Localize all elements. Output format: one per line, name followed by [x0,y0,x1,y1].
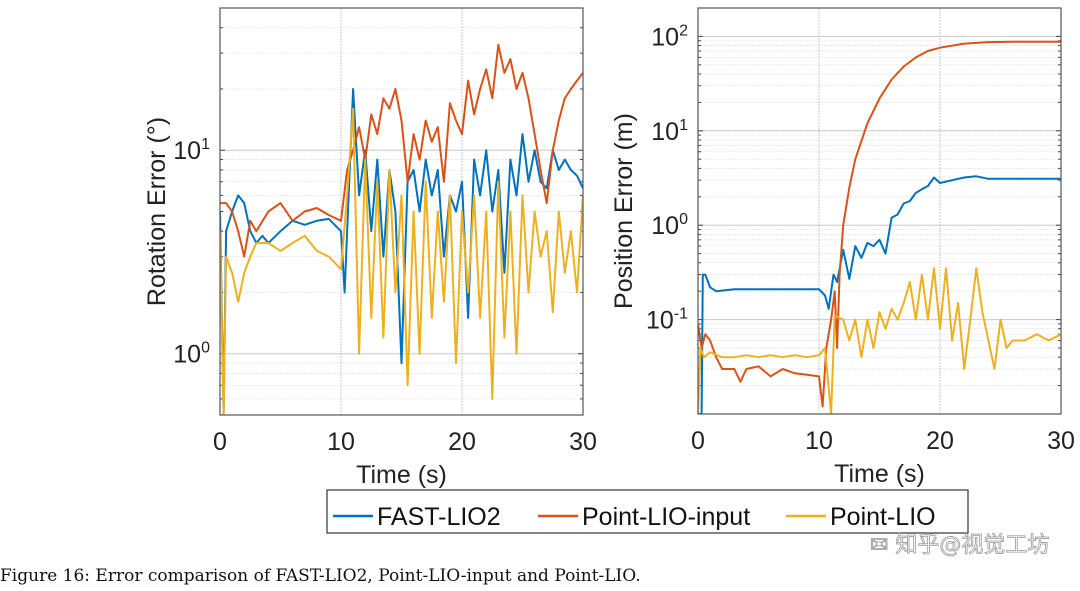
position-error-plot: 0 10 20 30 10-1 100 101 102 Time (s) Position Err… [610,7,1075,488]
watermark: ✉ 知乎@视觉工坊 [870,533,1049,558]
y-tick-label: 10-1 [646,306,688,335]
x-tick-label: 10 [327,428,355,456]
plot-area [698,8,1061,414]
y-axis-label: Rotation Error (°) [143,117,171,306]
y-axis-label: Position Error (m) [610,113,638,309]
legend-label-point-lio: Point-LIO [830,503,936,531]
x-axis-label: Time (s) [834,460,925,488]
x-axis-label: Time (s) [356,461,447,489]
series-line-point-lio [220,107,583,415]
y-tick-label: 100 [651,211,688,240]
series-line-point-lio-input [698,40,1061,408]
axes-box [697,7,1062,415]
y-tick-label: 101 [651,117,688,146]
legend: FAST-LIO2 Point-LIO-input Point-LIO [326,489,969,534]
series-line-fast-lio2 [220,88,583,415]
axes-box [219,7,584,416]
x-tick-label: 0 [691,427,705,455]
x-tick-label: 20 [448,428,476,456]
x-tick-label: 30 [1047,427,1075,455]
y-tick-label: 102 [651,22,688,51]
y-tick-label: 100 [173,340,210,369]
series-line-point-lio [698,267,1061,414]
series-line-fast-lio2 [698,175,1061,414]
x-tick-label: 30 [569,428,597,456]
legend-label-fast-lio2: FAST-LIO2 [377,503,501,531]
y-tick-label: 101 [173,136,210,165]
legend-box [326,489,969,534]
x-tick-label: 10 [805,427,833,455]
series-line-point-lio-input [220,43,583,258]
figure-caption: Figure 16: Error comparison of FAST-LIO2… [0,566,641,586]
legend-label-point-lio-input: Point-LIO-input [582,503,750,531]
x-tick-label: 20 [926,427,954,455]
rotation-error-plot: 0 10 20 30 100 101 Time (s) Rotation Error (°) [143,7,597,489]
x-tick-label: 0 [213,428,227,456]
